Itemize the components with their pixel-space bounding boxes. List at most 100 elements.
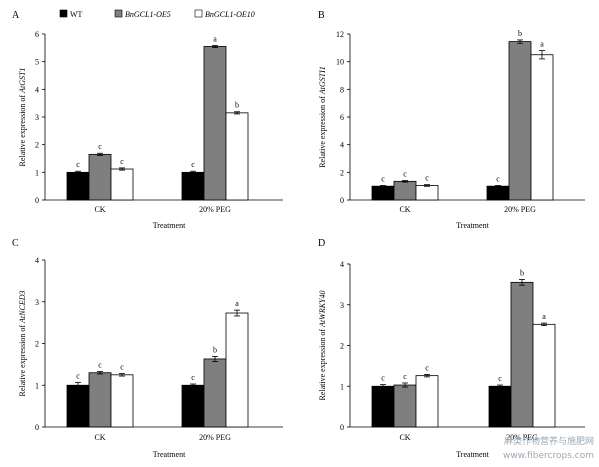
x-axis-label: Treatment [456, 450, 489, 459]
significance-label: c [98, 142, 102, 151]
y-tick-label: 3 [35, 113, 39, 122]
legend-swatch-oe5 [114, 9, 123, 18]
y-tick-label: 0 [35, 423, 39, 432]
panel-a: A 0 1 2 3 4 5 6 Relative expression of AtGST1 CK 2… [12, 10, 283, 230]
legend: WT BnGCL1-OE5 BnGCL1-OE10 [59, 9, 255, 19]
significance-label: c [120, 157, 124, 166]
y-axis-label-text: Relative expression of [18, 323, 27, 397]
y-axis-label-gene: AtNCED3 [18, 291, 27, 324]
x-axis-label: Treatment [456, 221, 489, 230]
bar-oe5 [88, 153, 112, 201]
bar-oe5 [508, 41, 532, 201]
y-axis-label-text: Relative expression of [18, 93, 27, 167]
panel-letter: D [318, 238, 325, 249]
significance-label: c [381, 374, 385, 383]
category-label: CK [94, 205, 105, 214]
y-axis-label: Relative expression of AtWRKY40 [318, 291, 327, 401]
y-tick-label: 4 [35, 256, 39, 265]
bar-wt [181, 384, 205, 428]
y-tick-label: 0 [35, 196, 39, 205]
y-tick-label: 2 [340, 168, 344, 177]
legend-swatch-oe10 [194, 9, 203, 18]
y-axis-label: Relative expression of AtGSTI1 [318, 66, 327, 168]
category-label: CK [399, 205, 410, 214]
bar-oe5 [393, 384, 417, 428]
y-tick-label: 3 [35, 298, 39, 307]
y-tick-label: 5 [35, 58, 39, 67]
bar-wt [488, 385, 512, 428]
bar-oe5 [88, 372, 112, 428]
legend-swatch-wt [59, 9, 68, 18]
y-tick-label: 3 [340, 301, 344, 310]
legend-label-oe5: BnGCL1-OE5 [125, 10, 171, 19]
bar-oe5 [393, 180, 417, 201]
y-tick-label: 12 [336, 30, 344, 39]
bar-wt [371, 385, 395, 428]
significance-label: b [518, 29, 522, 38]
bar-oe5 [203, 358, 227, 428]
panel-b: B 0 2 4 6 8 10 12 Relative expression of AtGSTI1… [318, 10, 585, 230]
significance-label: a [542, 312, 546, 321]
legend-item-oe5: BnGCL1-OE5 [114, 9, 171, 19]
significance-label: c [381, 174, 385, 183]
category-label: CK [94, 433, 105, 442]
bar-wt [66, 384, 90, 428]
y-axis-label-gene: AtGST1 [18, 68, 27, 94]
significance-label: b [520, 268, 524, 277]
bar-oe10 [110, 374, 134, 428]
panel-c: C 0 1 2 3 4 Relative expression of AtNCED3 CK 20… [12, 238, 283, 459]
watermark-line-1: 麻类作物营养与施肥网 [504, 435, 594, 447]
y-tick-label: 10 [336, 58, 344, 67]
y-tick-label: 4 [35, 85, 39, 94]
y-tick-label: 1 [340, 382, 344, 391]
watermark: 麻类作物营养与施肥网 www.fibercrops.com [503, 435, 594, 461]
significance-label: a [235, 299, 239, 308]
significance-label: c [76, 371, 80, 380]
significance-label: c [191, 373, 195, 382]
y-axis-label-gene: AtWRKY40 [318, 291, 327, 328]
y-tick-label: 4 [340, 260, 344, 269]
significance-label: c [498, 374, 502, 383]
y-tick-label: 1 [35, 168, 39, 177]
y-tick-label: 2 [35, 340, 39, 349]
significance-label: c [496, 174, 500, 183]
significance-label: c [425, 174, 429, 183]
bar-oe10 [415, 375, 439, 428]
significance-label: b [235, 101, 239, 110]
significance-label: b [213, 345, 217, 354]
significance-label: c [120, 363, 124, 372]
panel-letter: C [12, 238, 19, 249]
bar-oe5 [510, 281, 534, 428]
bar-oe10 [225, 312, 249, 428]
y-axis-label-text: Relative expression of [318, 327, 327, 401]
legend-item-oe10: BnGCL1-OE10 [194, 9, 255, 19]
bar-oe10 [415, 185, 439, 201]
category-label: 20% PEG [199, 205, 231, 214]
y-tick-label: 8 [340, 85, 344, 94]
panel-letter: B [318, 10, 325, 21]
y-tick-label: 6 [35, 30, 39, 39]
significance-label: c [98, 360, 102, 369]
x-axis-label: Treatment [153, 450, 186, 459]
significance-label: c [403, 169, 407, 178]
category-label: CK [399, 433, 410, 442]
panel-letter: A [12, 10, 20, 21]
bar-wt [66, 171, 90, 201]
y-tick-label: 4 [340, 141, 344, 150]
significance-label: c [76, 160, 80, 169]
bar-oe10 [225, 112, 249, 201]
bar-wt [181, 171, 205, 201]
y-axis-label: Relative expression of AtGST1 [18, 68, 27, 167]
bar-wt [486, 185, 510, 201]
y-tick-label: 0 [340, 423, 344, 432]
y-tick-label: 2 [35, 141, 39, 150]
significance-label: c [403, 372, 407, 381]
bar-wt [371, 185, 395, 201]
bar-oe10 [532, 323, 556, 428]
y-axis-label-text: Relative expression of [318, 94, 327, 168]
y-tick-label: 0 [340, 196, 344, 205]
y-axis-label: Relative expression of AtNCED3 [18, 291, 27, 397]
category-label: 20% PEG [199, 433, 231, 442]
significance-label: c [425, 363, 429, 372]
category-label: 20% PEG [504, 205, 536, 214]
